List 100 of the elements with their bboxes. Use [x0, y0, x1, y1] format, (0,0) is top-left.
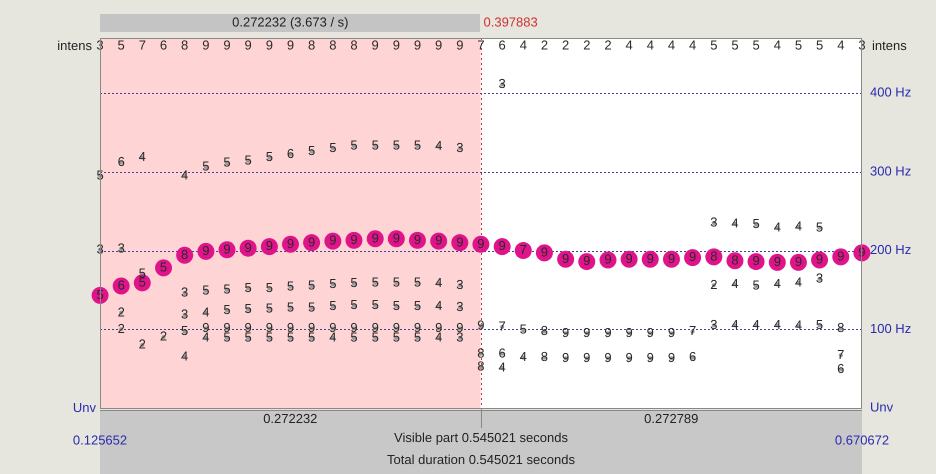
annotation: 6 [286, 146, 294, 162]
annotation: 5 [223, 302, 231, 317]
annotation: 5 [392, 137, 400, 152]
annotation: 3 [181, 306, 188, 322]
text: Total duration 0.545021 seconds [386, 452, 576, 468]
annotation: 3 [118, 240, 125, 256]
annotation: 9 [202, 242, 210, 258]
annotation: 6 [118, 278, 125, 293]
annotation: 4 [668, 38, 676, 53]
annotation: 4 [138, 149, 146, 164]
annotation: 4 [181, 348, 188, 364]
annotation: 2 [583, 38, 590, 53]
annotation: 9 [202, 38, 210, 53]
annotation: 5 [350, 137, 358, 152]
annotation: 9 [414, 38, 422, 53]
annotation: 7 [520, 242, 527, 258]
annotation: 9 [456, 234, 464, 250]
annotation: 9 [477, 236, 485, 251]
annotation: 9 [477, 318, 485, 333]
annotation: 9 [244, 38, 252, 53]
annotation: 9 [414, 232, 422, 247]
annotation: 5 [202, 282, 210, 298]
annotation: 8 [837, 320, 844, 336]
annotation: 9 [286, 38, 294, 53]
annotation: 9 [668, 250, 676, 266]
annotation: 9 [223, 241, 231, 256]
annotation: 8 [350, 38, 358, 53]
annotation: 5 [350, 275, 358, 290]
annotation: 5 [710, 38, 718, 53]
annotation: 9 [688, 249, 696, 264]
annotation: 8 [540, 323, 548, 338]
annotation: 2 [118, 304, 125, 320]
annotation: 5 [731, 38, 739, 53]
annotation: 7 [688, 323, 696, 338]
annotation: 9 [562, 324, 570, 340]
annotation: 4 [731, 316, 739, 332]
annotation: 5 [266, 280, 273, 295]
annotation: 4 [626, 38, 633, 53]
annotation: 4 [202, 304, 210, 320]
annotation: 8 [308, 38, 316, 53]
annotation: 8 [477, 358, 485, 374]
annotation: 9 [540, 244, 548, 260]
annotation: 9 [668, 350, 676, 365]
annotation: 4 [794, 218, 802, 234]
annotation: 9 [392, 230, 400, 246]
annotation: 9 [816, 252, 824, 267]
x-tick-label: 0.125652 [72, 432, 128, 448]
annotation: 4 [435, 138, 442, 154]
annotation: 9 [372, 230, 379, 246]
annotation: 9 [604, 350, 612, 365]
y-tick-label: 400 Hz [870, 84, 912, 100]
annotation: 9 [646, 250, 654, 266]
annotation: 5 [286, 278, 294, 294]
annotation: 5 [372, 137, 379, 152]
annotation: 2 [138, 336, 146, 352]
annotation: 9 [646, 350, 654, 365]
y-tick-label: 200 Hz [870, 242, 912, 258]
annotation: 4 [794, 318, 802, 333]
text: Unv [72, 400, 96, 416]
annotation: 5 [202, 158, 210, 174]
x-tick-label: 0.670672 [834, 432, 890, 448]
annotation: 8 [329, 38, 336, 53]
annotation: 5 [372, 274, 379, 290]
annotation: 9 [392, 38, 400, 53]
annotation: 2 [160, 328, 168, 344]
annotation: 4 [435, 275, 442, 290]
annotation: 9 [435, 232, 442, 248]
annotation: 5 [286, 300, 294, 315]
annotation: 9 [244, 240, 252, 255]
annotation: 3 [816, 270, 824, 286]
annotation: 5 [308, 278, 316, 293]
annotation: 5 [392, 274, 400, 290]
annotation: 9 [625, 324, 633, 340]
annotation: 9 [223, 38, 231, 53]
band-label: 0.272232 (3.673 / s) [232, 14, 348, 30]
annotation: 4 [837, 38, 844, 53]
y-tick-label: 300 Hz [870, 163, 912, 178]
annotation: 7 [477, 38, 485, 53]
annotation: 8 [477, 345, 485, 360]
annotation: 3 [498, 76, 506, 92]
annotation: 6 [688, 349, 696, 364]
annotation: 4 [520, 349, 527, 364]
annotation: 5 [414, 137, 422, 152]
annotation: 5 [329, 140, 336, 155]
text: Visible part 0.545021 seconds [393, 430, 569, 446]
annotation: 8 [181, 38, 188, 53]
annotation: 3 [181, 284, 188, 300]
annotation: 4 [794, 274, 802, 290]
annotation: 5 [223, 154, 231, 170]
annotation: 5 [520, 322, 527, 337]
annotation: 3 [710, 214, 718, 230]
annotation: 5 [816, 38, 824, 53]
annotation: 4 [520, 38, 527, 53]
text: intens [872, 38, 908, 54]
annotation: 4 [774, 276, 781, 291]
annotation: 9 [583, 350, 590, 365]
annotation: 5 [372, 297, 379, 312]
annotation: 5 [266, 149, 273, 164]
annotation: 5 [752, 216, 760, 232]
annotation: 7 [837, 346, 844, 362]
